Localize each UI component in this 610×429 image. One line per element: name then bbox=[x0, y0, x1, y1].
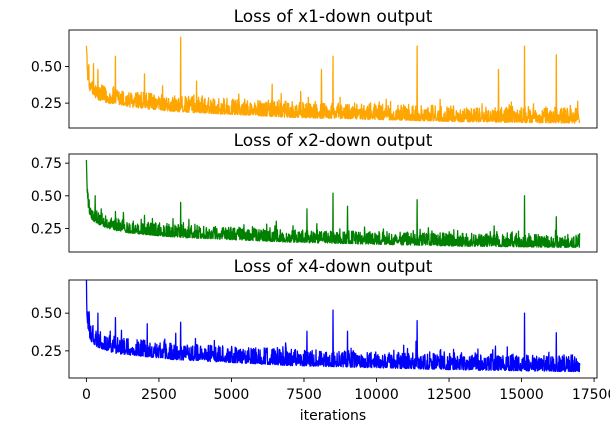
chart-panel-2: Loss of x2-down output 0.25 0.50 0.75 bbox=[31, 131, 598, 253]
plot-frame bbox=[68, 29, 598, 129]
x-tick-label: 15000 bbox=[499, 387, 544, 403]
chart-panel-3: Loss of x4-down output 0.25 0.50 0 2500 5000 7… bbox=[31, 257, 610, 424]
chart-title: Loss of x4-down output bbox=[234, 257, 433, 277]
x-tick-label: 17500 bbox=[572, 387, 610, 403]
y-tick-label: 0.25 bbox=[31, 96, 62, 112]
x-tick-label: 7500 bbox=[286, 387, 322, 403]
chart-title: Loss of x2-down output bbox=[234, 131, 433, 151]
y-tick-label: 0.75 bbox=[31, 156, 62, 172]
x-tick-label: 12500 bbox=[427, 387, 472, 403]
loss-line bbox=[85, 280, 581, 373]
y-tick-label: 0.50 bbox=[31, 189, 62, 205]
y-tick-label: 0.25 bbox=[31, 344, 62, 360]
x-tick-label: 0 bbox=[82, 387, 91, 403]
y-tick-label: 0.25 bbox=[31, 221, 62, 237]
y-tick-label: 0.50 bbox=[31, 60, 62, 76]
x-tick-label: 10000 bbox=[354, 387, 399, 403]
x-tick-label: 5000 bbox=[214, 387, 250, 403]
y-tick-label: 0.50 bbox=[31, 306, 62, 322]
x-tick-label: 2500 bbox=[141, 387, 177, 403]
x-axis-label: iterations bbox=[300, 408, 366, 424]
plot-frame bbox=[68, 279, 598, 379]
loss-line bbox=[85, 159, 581, 249]
chart-panel-1: Loss of x1-down output 0.25 0.50 bbox=[31, 7, 598, 129]
plot-frame bbox=[68, 153, 598, 253]
loss-line bbox=[85, 36, 581, 124]
chart-title: Loss of x1-down output bbox=[234, 7, 433, 27]
